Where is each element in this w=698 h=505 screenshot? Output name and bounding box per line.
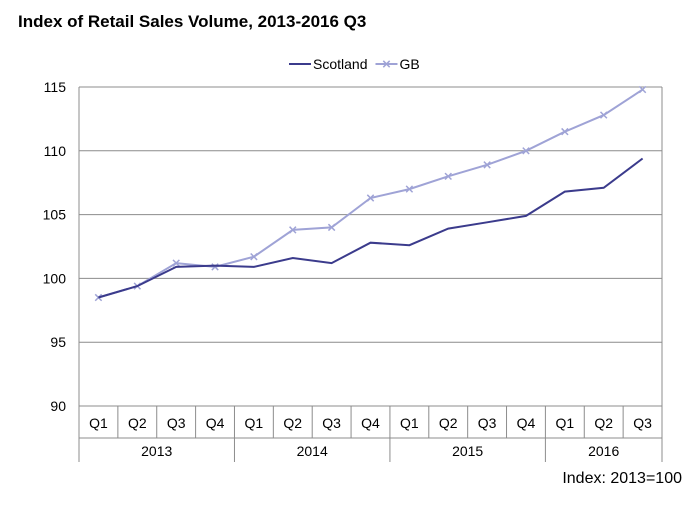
y-tick-label: 110	[44, 143, 67, 159]
point-mark	[444, 172, 452, 181]
legend-scotland: Scotland	[289, 56, 367, 72]
year-label: 2014	[297, 443, 328, 459]
x-tick-label: Q1	[555, 415, 574, 431]
y-tick-label: 100	[43, 270, 67, 286]
x-tick-label: Q3	[167, 415, 186, 431]
index-note: Index: 2013=100	[562, 470, 682, 487]
data-point-gb	[599, 111, 608, 119]
x-tick-label: Q1	[245, 415, 264, 431]
data-point-gb	[638, 85, 647, 94]
year-label: 2013	[141, 443, 172, 459]
data-point-gb	[289, 226, 297, 234]
point-mark	[327, 223, 336, 232]
x-tick-label: Q2	[128, 415, 147, 431]
x-tick-label: Q2	[594, 415, 613, 431]
x-tick-label: Q4	[361, 415, 380, 431]
x-tick-label: Q4	[517, 415, 536, 431]
legend-marker	[382, 60, 391, 68]
x-tick-label: Q3	[478, 415, 497, 431]
point-mark	[483, 161, 491, 169]
gridlines	[79, 86, 662, 343]
point-mark	[366, 194, 375, 202]
legend: Scotland GB	[289, 56, 420, 72]
y-tick-label: 90	[50, 398, 66, 414]
point-mark	[172, 259, 180, 267]
y-tick-label: 95	[50, 334, 66, 350]
data-point-gb	[172, 259, 180, 267]
x-tick-label: Q2	[283, 415, 302, 431]
point-mark	[289, 226, 297, 234]
legend-label: Scotland	[313, 56, 367, 72]
year-label: 2016	[588, 443, 619, 459]
point-mark	[522, 147, 530, 155]
x-tick-label: Q1	[89, 415, 108, 431]
legend-gb: GB	[375, 56, 420, 72]
x-tick-label: Q3	[633, 415, 652, 431]
year-label: 2015	[452, 443, 483, 459]
data-point-gb	[522, 147, 530, 155]
x-tick-label: Q2	[439, 415, 458, 431]
chart-title: Index of Retail Sales Volume, 2013-2016 …	[18, 12, 367, 31]
legend-label: GB	[399, 56, 419, 72]
y-tick-label: 105	[43, 207, 67, 223]
y-tick-label: 115	[44, 79, 67, 95]
series-line-scotland	[98, 157, 644, 299]
point-mark	[405, 185, 414, 193]
data-point-gb	[250, 252, 258, 261]
point-mark	[638, 85, 647, 94]
data-point-gb	[483, 161, 491, 169]
axes: 90 95 100 105 110 115 Q1 Q2 Q3 Q4 Q1 Q2 Q3 Q4 Q1 Q2 Q3 Q4…	[43, 79, 663, 462]
x-tick-label: Q1	[400, 415, 419, 431]
data-point-gb	[366, 194, 375, 202]
point-mark	[599, 111, 608, 119]
point-mark	[561, 127, 569, 136]
x-tick-label: Q3	[322, 415, 341, 431]
data-point-gb	[327, 223, 336, 232]
x-tick-label: Q4	[206, 415, 225, 431]
data-point-gb	[561, 127, 569, 136]
data-point-gb	[405, 185, 414, 193]
point-mark	[250, 252, 258, 261]
series-lines	[94, 85, 647, 302]
data-point-gb	[444, 172, 452, 181]
